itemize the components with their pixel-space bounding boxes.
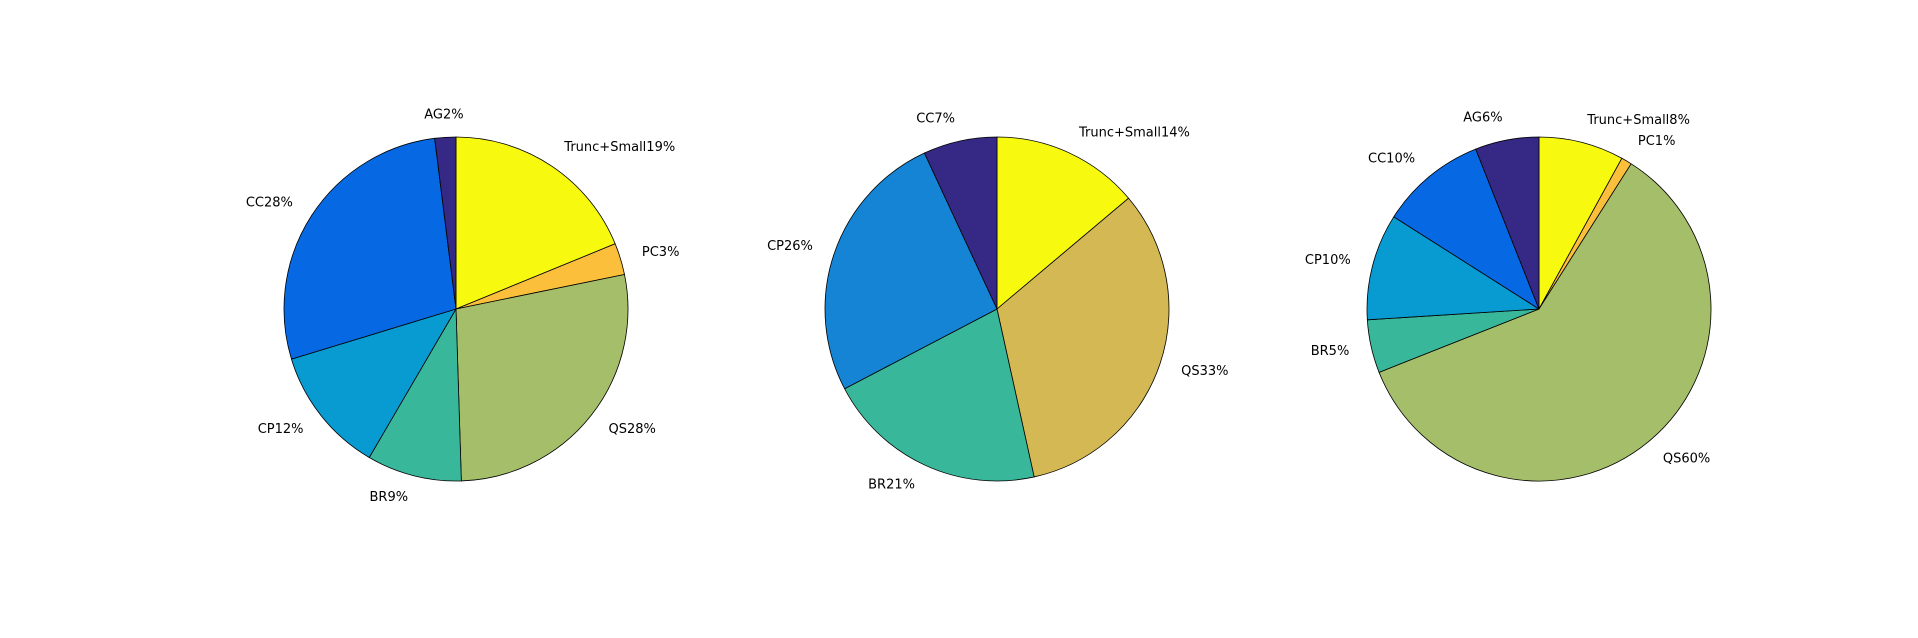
pie-label-cp10: CP10%	[1305, 253, 1351, 268]
pie-slice-cp26	[824, 152, 998, 390]
pie-chart-1: Trunc+Small19% PC3% QS28% BR9% CP12% CC28% AG2…	[246, 108, 680, 505]
pie-label-cc28: CC28%	[246, 196, 293, 211]
pie-slice-cp12	[291, 308, 457, 458]
pie-label-pc1: PC1%	[1638, 134, 1676, 149]
pie-label-br5: BR5%	[1311, 344, 1350, 359]
pie-slice-br9	[368, 308, 462, 482]
pie-label-trunc-small8: Trunc+Small8%	[1586, 113, 1690, 128]
pie-label-cp26: CP26%	[767, 239, 813, 254]
pie-label-qs33: QS33%	[1181, 364, 1228, 379]
pie-label-trunc-small19: Trunc+Small19%	[563, 140, 675, 155]
pie-chart-2: Trunc+Small14% QS33% BR21% CP26% CC7%	[767, 112, 1228, 493]
pie-slice-cc10	[1393, 148, 1540, 310]
pie-slice-qs60	[1378, 163, 1712, 482]
pie-label-cc7: CC7%	[916, 112, 955, 127]
pie-slice-cc28	[283, 137, 457, 360]
pie-slice-qs33	[996, 197, 1170, 478]
pie-slice-cp10	[1366, 216, 1540, 321]
pie-label-cc10: CC10%	[1368, 152, 1415, 167]
pie-slice-trunc-small19	[455, 136, 616, 310]
pie-label-br9: BR9%	[370, 490, 409, 505]
pie-slice-qs28	[455, 274, 629, 482]
pie-label-pc3: PC3%	[642, 245, 680, 260]
pie-label-trunc-small14: Trunc+Small14%	[1078, 125, 1190, 140]
pie-label-qs28: QS28%	[609, 422, 656, 437]
pie-slice-ag6	[1475, 136, 1540, 310]
pie-slice-cc7	[924, 136, 998, 310]
pie-slice-trunc-small14	[996, 136, 1129, 310]
pie-label-cp12: CP12%	[258, 422, 304, 437]
pie-label-br21: BR21%	[868, 478, 915, 493]
pie-label-ag2: AG2%	[424, 108, 463, 123]
pie-slice-br21	[844, 308, 1035, 482]
pie-label-qs60: QS60%	[1663, 451, 1710, 466]
pie-label-ag6: AG6%	[1463, 111, 1502, 126]
pie-slice-ag2	[434, 136, 457, 310]
pie-chart-3: Trunc+Small8% PC1% QS60% BR5% CP10% CC10% AG6%	[1305, 111, 1712, 482]
